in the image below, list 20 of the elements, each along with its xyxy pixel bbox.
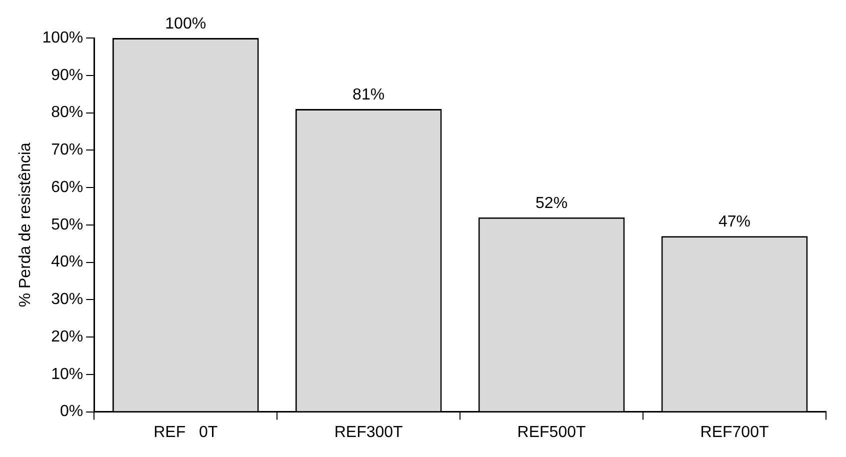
y-tick-label: 20% [51,328,84,346]
y-tick-label: 90% [51,66,84,84]
data-label: 81% [352,86,385,104]
y-tick-label: 100% [42,29,84,46]
y-tick-label: 60% [51,178,84,196]
x-tick-label: REF300T [334,424,404,441]
data-label: 52% [536,194,568,212]
x-tick-label: REF700T [700,424,769,441]
y-tick-label: 10% [51,366,84,383]
x-tick-label: REF500T [517,424,586,441]
y-tick-label: 50% [51,216,84,234]
y-tick-label: 30% [51,291,84,308]
y-tick-label: 70% [51,142,84,159]
data-label: 100% [165,15,206,32]
y-tick-label: 40% [51,254,84,271]
y-tick-label: 80% [51,104,84,122]
data-label: 47% [718,214,751,231]
y-axis-title: % Perda de resistência [17,142,34,308]
y-tick-label: 0% [60,403,84,420]
x-tick-label: REF 0T [154,424,218,441]
